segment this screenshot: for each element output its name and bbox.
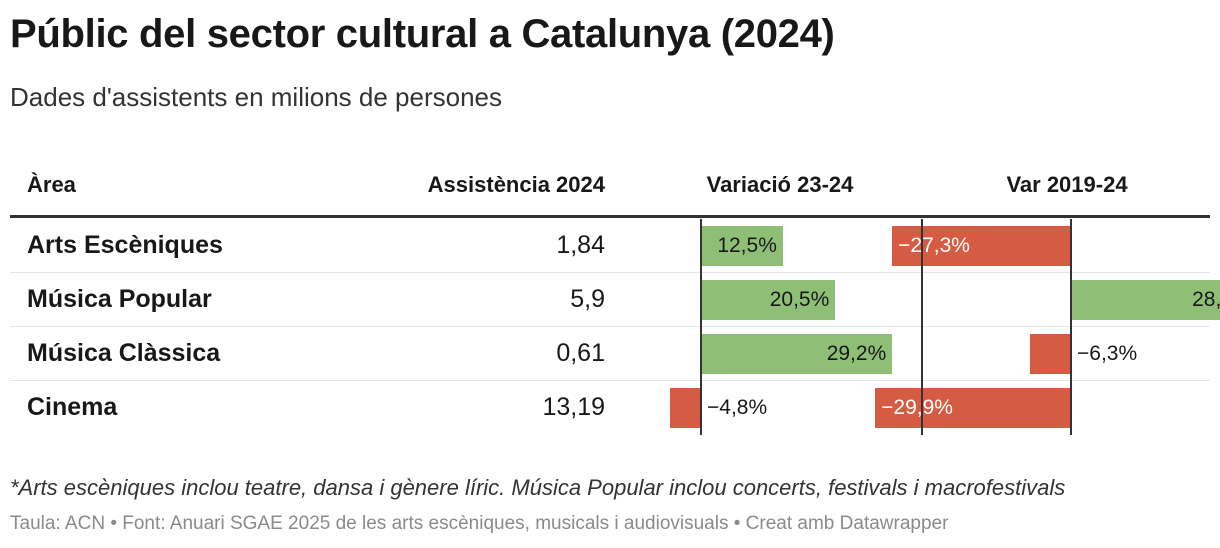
row-separator — [10, 380, 1210, 381]
cell-area: Música Clàssica — [27, 339, 221, 367]
cell-attendance: 1,84 — [556, 231, 605, 259]
value-label-var-23-24: 29,2% — [826, 342, 887, 365]
column-header-variation-2019-24: Var 2019-24 — [1006, 172, 1128, 197]
cell-attendance: 0,61 — [556, 339, 605, 367]
zero-axis-2 — [1070, 219, 1072, 435]
header-rule — [10, 215, 1210, 218]
row-separator — [10, 272, 1210, 273]
value-label-var-23-24: −4,8% — [707, 396, 768, 419]
bar-var-2019-24 — [1029, 334, 1071, 374]
chart-title: Públic del sector cultural a Catalunya (… — [10, 12, 835, 56]
column-header-attendance: Assistència 2024 — [427, 172, 605, 197]
bar-var-23-24 — [669, 388, 701, 428]
footnote: *Arts escèniques inclou teatre, dansa i … — [10, 475, 1066, 500]
value-label-var-23-24: 20,5% — [769, 288, 830, 311]
bar-var-23-24 — [701, 280, 836, 320]
bar-var-2019-24 — [875, 388, 1071, 428]
column-divider — [921, 219, 923, 435]
column-header-variation-23-24: Variació 23-24 — [706, 172, 854, 197]
row-separator — [10, 326, 1210, 327]
value-label-var-23-24: 12,5% — [717, 234, 777, 257]
bar-var-23-24 — [701, 334, 893, 374]
cell-attendance: 5,9 — [570, 285, 605, 313]
column-header-area: Àrea — [27, 172, 76, 197]
zero-axis-1 — [700, 219, 702, 435]
value-label-var-2019-24: −27,3% — [898, 234, 970, 257]
bar-var-23-24 — [701, 226, 783, 266]
cell-area: Arts Escèniques — [27, 231, 223, 259]
cell-area: Música Popular — [27, 285, 212, 313]
source-line: Taula: ACN • Font: Anuari SGAE 2025 de l… — [10, 513, 949, 534]
value-label-var-2019-24: 28,5% — [1192, 288, 1220, 311]
value-label-var-2019-24: −6,3% — [1077, 342, 1138, 365]
chart-subtitle: Dades d'assistents en milions de persone… — [10, 82, 503, 112]
value-label-var-2019-24: −29,9% — [881, 396, 953, 419]
bar-var-2019-24 — [1071, 280, 1220, 320]
cell-area: Cinema — [27, 393, 118, 421]
cell-attendance: 13,19 — [542, 393, 605, 421]
